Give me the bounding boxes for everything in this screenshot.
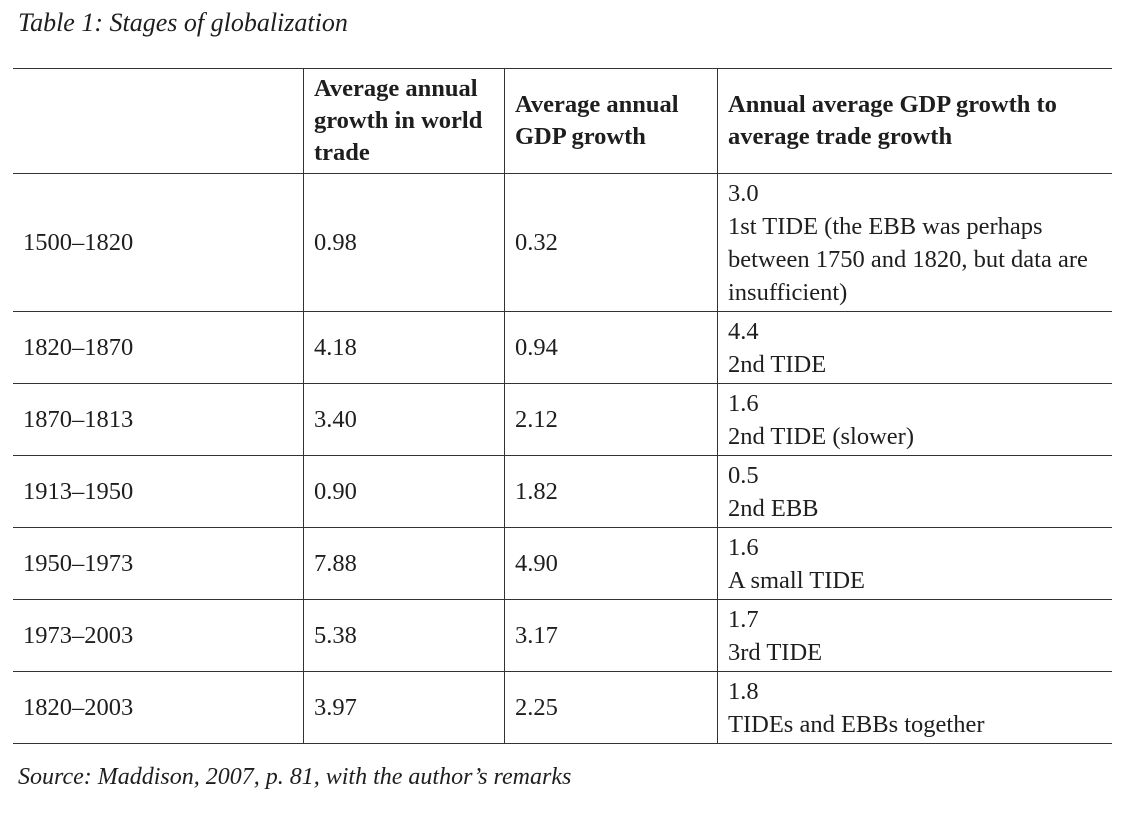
ratio-value: 1.6 xyxy=(728,533,759,561)
table-row: 1820–1870 4.18 0.94 4.4 2nd TIDE xyxy=(13,311,1112,384)
period-cell: 1913–1950 xyxy=(13,455,304,528)
ratio-value: 4.4 xyxy=(728,317,759,345)
gdp-growth-cell: 4.90 xyxy=(504,527,718,600)
table-source: Source: Maddison, 2007, p. 81, with the … xyxy=(18,764,572,790)
table-caption: Table 1: Stages of globalization xyxy=(18,8,348,37)
table-row: 1913–1950 0.90 1.82 0.5 2nd EBB xyxy=(13,455,1112,528)
header-trade-growth: Average annual growth in world trade xyxy=(303,68,505,174)
period-cell: 1820–2003 xyxy=(13,671,304,744)
ratio-cell: 1.8 TIDEs and EBBs together xyxy=(717,671,1112,744)
table-row: 1870–1813 3.40 2.12 1.6 2nd TIDE (slower) xyxy=(13,383,1112,456)
period-cell: 1973–2003 xyxy=(13,599,304,672)
ratio-cell: 4.4 2nd TIDE xyxy=(717,311,1112,384)
gdp-growth-cell: 0.94 xyxy=(504,311,718,384)
globalization-table: Average annual growth in world trade Ave… xyxy=(13,68,1112,744)
gdp-growth-cell: 1.82 xyxy=(504,455,718,528)
ratio-cell: 1.7 3rd TIDE xyxy=(717,599,1112,672)
trade-growth-cell: 7.88 xyxy=(303,527,505,600)
ratio-cell: 1.6 A small TIDE xyxy=(717,527,1112,600)
ratio-remark: A small TIDE xyxy=(728,566,866,594)
period-cell: 1820–1870 xyxy=(13,311,304,384)
period-cell: 1870–1813 xyxy=(13,383,304,456)
header-period xyxy=(13,68,304,174)
ratio-remark: TIDEs and EBBs together xyxy=(728,710,985,738)
ratio-remark: 2nd EBB xyxy=(728,494,819,522)
header-row: Average annual growth in world trade Ave… xyxy=(13,68,1112,174)
period-cell: 1950–1973 xyxy=(13,527,304,600)
trade-growth-cell: 4.18 xyxy=(303,311,505,384)
trade-growth-cell: 5.38 xyxy=(303,599,505,672)
header-ratio: Annual average GDP growth to average tra… xyxy=(717,68,1112,174)
trade-growth-cell: 3.40 xyxy=(303,383,505,456)
trade-growth-cell: 0.98 xyxy=(303,173,505,312)
ratio-remark: 3rd TIDE xyxy=(728,638,823,666)
table-row: 1973–2003 5.38 3.17 1.7 3rd TIDE xyxy=(13,599,1112,672)
trade-growth-cell: 3.97 xyxy=(303,671,505,744)
header-gdp-growth: Average annual GDP growth xyxy=(504,68,718,174)
ratio-value: 1.6 xyxy=(728,389,759,417)
period-cell: 1500–1820 xyxy=(13,173,304,312)
ratio-cell: 0.5 2nd EBB xyxy=(717,455,1112,528)
table-row: 1950–1973 7.88 4.90 1.6 A small TIDE xyxy=(13,527,1112,600)
ratio-value: 1.8 xyxy=(728,677,759,705)
gdp-growth-cell: 3.17 xyxy=(504,599,718,672)
ratio-value: 0.5 xyxy=(728,461,759,489)
ratio-value: 1.7 xyxy=(728,605,759,633)
ratio-value: 3.0 xyxy=(728,179,759,207)
gdp-growth-cell: 0.32 xyxy=(504,173,718,312)
ratio-remark: 2nd TIDE xyxy=(728,350,827,378)
table-row: 1820–2003 3.97 2.25 1.8 TIDEs and EBBs toget… xyxy=(13,671,1112,744)
ratio-remark: 2nd TIDE (slower) xyxy=(728,422,914,450)
gdp-growth-cell: 2.12 xyxy=(504,383,718,456)
table-row: 1500–1820 0.98 0.32 3.0 1st TIDE (the EBB wa… xyxy=(13,173,1112,312)
ratio-cell: 1.6 2nd TIDE (slower) xyxy=(717,383,1112,456)
ratio-remark: 1st TIDE (the EBB was perhaps between 17… xyxy=(728,212,1088,306)
ratio-cell: 3.0 1st TIDE (the EBB was perhaps between… xyxy=(717,173,1112,312)
gdp-growth-cell: 2.25 xyxy=(504,671,718,744)
trade-growth-cell: 0.90 xyxy=(303,455,505,528)
